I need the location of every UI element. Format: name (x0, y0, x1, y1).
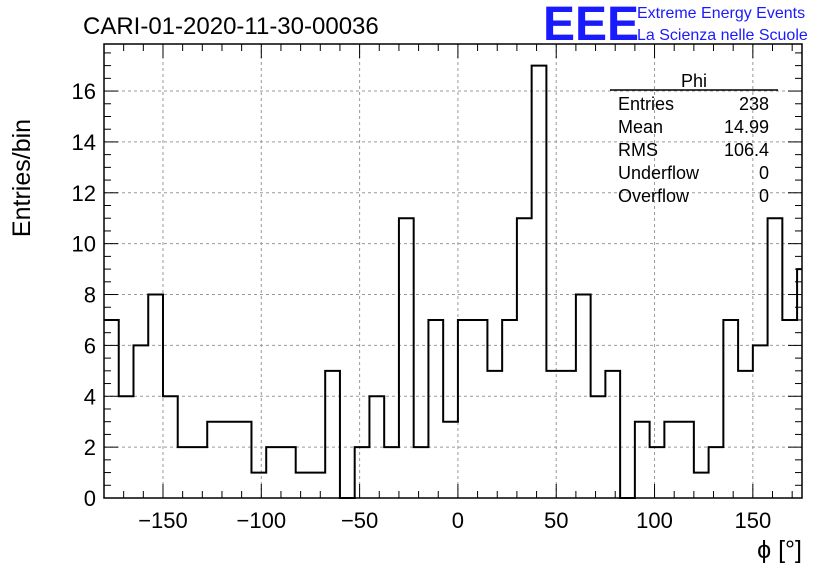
stats-box: Phi Entries 238 Mean 14.99 RMS 106.4 Underflow… (610, 71, 778, 206)
y-axis-title: Entries/bin (8, 119, 36, 237)
y-tick-label-5: 10 (72, 232, 96, 257)
x-tick-label-5: 100 (636, 508, 673, 533)
stats-row-label: Mean (618, 117, 663, 137)
logo-line-2: La Scienza nelle Scuole (637, 27, 808, 44)
y-tick-label-3: 6 (84, 333, 96, 358)
y-tick-label-7: 14 (72, 130, 96, 155)
axis-tick-labels: −150 −100 −50 0 50 100 150 0 2 4 6 8 10 12 14 16 (72, 79, 772, 533)
y-tick-label-4: 8 (84, 283, 96, 308)
x-axis-title: ϕ [°] (757, 536, 802, 564)
stats-title: Phi (681, 71, 707, 91)
x-tick-label-6: 150 (734, 508, 771, 533)
y-tick-label-1: 2 (84, 435, 96, 460)
x-tick-label-1: −100 (237, 508, 287, 533)
stats-row-value: 106.4 (724, 140, 769, 160)
histogram-step-line (104, 64, 802, 499)
plot-frame (103, 43, 803, 499)
stats-row-label: Overflow (618, 186, 690, 206)
grid-lines (104, 44, 802, 498)
x-tick-label-3: 0 (452, 508, 464, 533)
chart-title: CARI-01-2020-11-30-00036 (83, 13, 379, 40)
y-tick-label-6: 12 (72, 181, 96, 206)
stats-row-label: Entries (618, 94, 674, 114)
x-tick-label-2: −50 (341, 508, 378, 533)
logo-line-1: Extreme Energy Events (637, 5, 805, 22)
y-tick-label-2: 4 (84, 384, 96, 409)
axis-ticks (104, 44, 802, 499)
stats-row-value: 14.99 (724, 117, 769, 137)
stats-row-value: 238 (739, 94, 769, 114)
x-tick-label-0: −150 (138, 508, 188, 533)
eee-logo: EEE Extreme Energy Events La Scienza nel… (543, 0, 808, 51)
stats-row-value: 0 (759, 186, 769, 206)
stats-row-label: RMS (618, 140, 658, 160)
logo-mark: EEE (543, 0, 639, 51)
x-tick-label-4: 50 (544, 508, 568, 533)
y-tick-label-8: 16 (72, 79, 96, 104)
stats-row-label: Underflow (618, 163, 700, 183)
stats-rows: Entries 238 Mean 14.99 RMS 106.4 Underflow 0 Ove… (618, 94, 769, 206)
stats-row-value: 0 (759, 163, 769, 183)
y-tick-label-0: 0 (84, 486, 96, 511)
